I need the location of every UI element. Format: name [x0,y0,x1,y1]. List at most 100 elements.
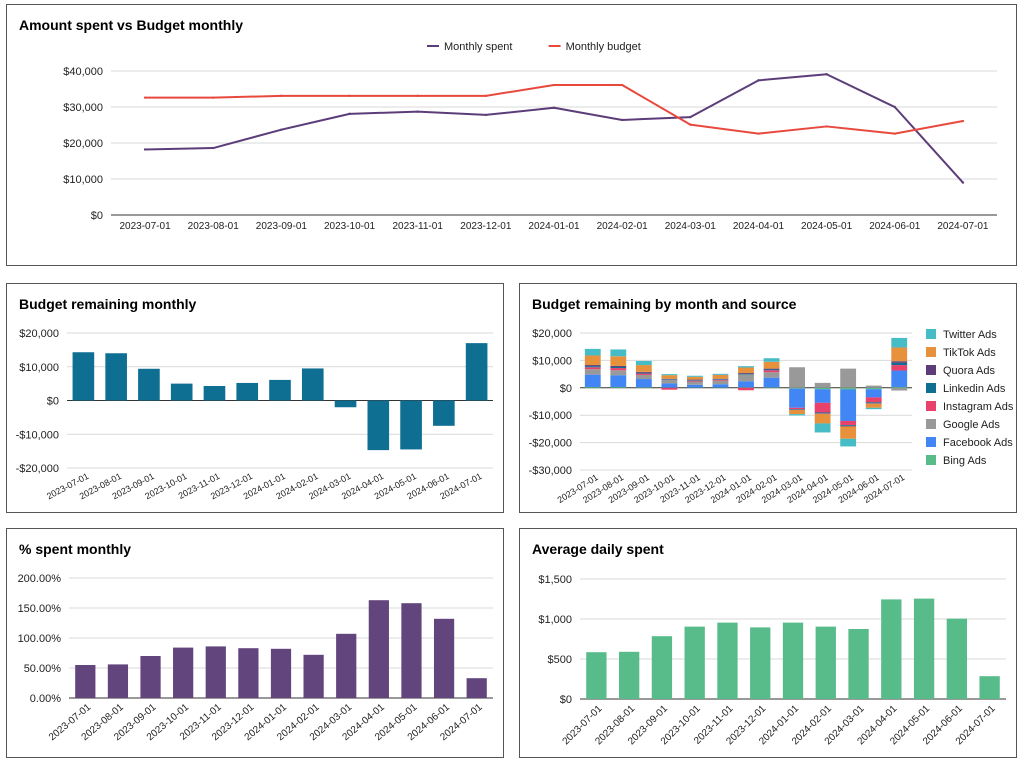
data-point [961,181,965,184]
bar-segment [661,383,678,388]
data-point [552,83,556,87]
bar [336,633,357,698]
y-tick-label: -$10,000 [529,410,572,422]
bar-segment [712,380,729,385]
data-point [689,123,692,126]
y-tick-label: $10,000 [63,174,103,186]
bar-segment [661,378,678,380]
bar-segment [712,379,729,381]
bar [205,646,226,698]
data-point [757,132,760,135]
y-tick-label: $10,000 [532,355,572,367]
bar-segment [891,370,908,387]
bar-segment [687,381,703,385]
data-point [893,105,896,109]
legend-swatch [926,401,936,411]
bar [465,343,488,401]
bar-segment [763,358,780,362]
bar-segment [814,389,831,403]
bar [140,656,161,698]
bar-segment [661,379,678,380]
bar [173,647,194,698]
bar [433,618,455,698]
bar-segment [738,367,754,374]
bar [618,651,640,699]
bar [815,626,836,699]
data-point [825,73,828,76]
bar-segment [738,387,754,391]
bar-segment [789,387,805,389]
bar-segment [789,414,805,416]
x-tick-label: 2023-08-01 [188,221,240,232]
bar [651,636,673,699]
bar-segment [584,366,601,368]
bar-segment [712,379,729,380]
data-point [620,118,624,122]
bar [72,352,95,401]
legend-swatch [926,365,936,375]
bar-segment [840,389,857,421]
bar-segment [865,389,882,398]
bar [269,379,291,401]
y-tick-label: 50.00% [24,663,62,675]
bar-segment [789,407,805,410]
x-tick-label: 2023-07-01 [119,221,171,232]
data-point [143,148,147,151]
bar [303,654,324,698]
bar-segment [635,371,652,373]
bar [946,618,968,699]
data-point [757,79,760,82]
legend-label: Bing Ads [943,455,987,467]
data-point [280,128,283,131]
bar [881,599,902,699]
bar-segment [584,348,601,356]
y-tick-label: $10,000 [19,362,59,374]
bar [433,400,455,426]
bar [979,676,1000,699]
bar-segment [865,403,882,404]
y-tick-label: $20,000 [532,328,572,340]
pct-spent-chart: 0.00%50.00%100.00%150.00%200.00%2023-07-… [18,573,493,743]
bar-segment [661,387,678,390]
bar [717,622,738,699]
bar [75,665,96,698]
bar-segment [584,365,601,367]
bar [684,626,705,699]
y-tick-label: -$20,000 [529,438,572,450]
bar-segment [610,370,627,376]
bar-segment [789,409,805,415]
bar-segment [584,386,601,388]
legend-label: Instagram Ads [943,401,1014,413]
bar-segment [610,366,627,369]
bar-segment [635,372,652,374]
bar-segment [814,413,831,424]
data-point [143,96,147,99]
bar-segment [814,402,831,413]
bar-segment [687,379,703,381]
chart-title: Average daily spent [532,541,664,557]
bar-segment [840,425,857,426]
x-tick-label: 2024-03-01 [665,221,717,232]
bar-segment [610,349,627,357]
y-tick-label: $1,000 [538,614,572,626]
data-point [348,94,351,98]
legend-swatch [926,437,936,447]
y-tick-label: $20,000 [63,138,103,150]
x-tick-label: 2023-10-01 [324,221,376,232]
bar [750,627,771,699]
bar-segment [584,374,601,387]
bar-segment [865,397,882,403]
bar [334,400,357,408]
x-tick-label: 2024-05-01 [801,221,853,232]
bar-segment [763,361,780,369]
data-point [484,113,488,117]
y-tick-label: $1,500 [538,574,572,586]
data-point [689,115,692,119]
bar-segment [738,366,754,368]
x-tick-label: 2024-02-01 [597,221,649,232]
y-tick-label: 200.00% [18,573,62,585]
x-tick-label: 2023-09-01 [256,221,308,232]
bar-segment [584,355,601,366]
bar-segment [891,386,908,388]
bar [270,648,292,698]
